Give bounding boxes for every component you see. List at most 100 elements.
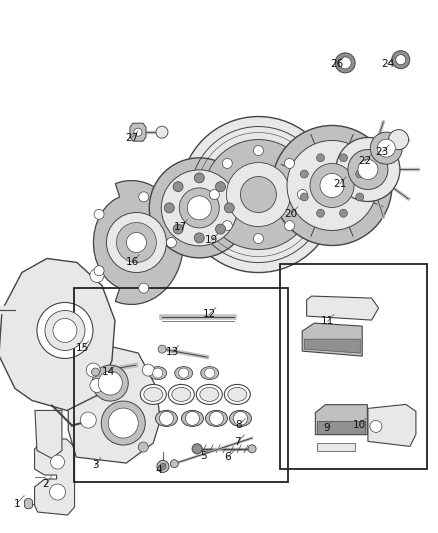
Circle shape [180,117,336,272]
Polygon shape [25,499,32,508]
Circle shape [139,283,149,293]
Circle shape [80,412,96,428]
Ellipse shape [205,410,227,426]
Text: 2: 2 [42,479,49,489]
Circle shape [156,126,168,138]
Text: 26: 26 [331,59,344,69]
Text: 5: 5 [200,451,207,461]
Circle shape [194,173,204,183]
Text: 17: 17 [174,222,187,231]
Circle shape [358,159,378,180]
Polygon shape [318,421,365,434]
Ellipse shape [224,384,250,405]
Circle shape [160,463,166,470]
Ellipse shape [148,367,167,379]
Circle shape [285,221,294,231]
Text: 8: 8 [235,421,242,430]
Text: 22: 22 [358,157,371,166]
Text: 1: 1 [13,499,20,508]
Ellipse shape [155,410,177,426]
Text: 14: 14 [102,367,115,377]
Circle shape [142,364,154,376]
Text: 13: 13 [166,348,179,357]
Text: 6: 6 [224,453,231,462]
Text: 12: 12 [203,310,216,319]
Ellipse shape [175,367,193,379]
Circle shape [158,345,166,353]
Circle shape [226,163,290,227]
Polygon shape [368,405,416,447]
Circle shape [106,213,166,272]
Circle shape [117,222,156,263]
Polygon shape [304,339,360,353]
Ellipse shape [201,367,219,379]
Circle shape [179,188,219,228]
Circle shape [215,224,226,234]
Text: 27: 27 [125,133,138,143]
Text: 21: 21 [333,179,346,189]
Text: 16: 16 [126,257,139,266]
Circle shape [335,53,355,73]
Text: 19: 19 [205,236,218,245]
Circle shape [108,408,138,438]
Circle shape [194,233,204,243]
Circle shape [224,203,234,213]
Circle shape [139,192,149,202]
Ellipse shape [140,384,166,405]
Circle shape [215,182,226,192]
Circle shape [101,401,145,445]
Ellipse shape [230,410,251,426]
Circle shape [287,141,377,230]
Circle shape [285,158,294,168]
Polygon shape [35,410,62,458]
Circle shape [310,164,354,207]
Ellipse shape [200,387,219,401]
Circle shape [254,146,263,156]
Circle shape [157,461,169,472]
Text: 7: 7 [234,437,241,447]
Ellipse shape [196,384,223,405]
Circle shape [272,125,392,246]
Ellipse shape [228,387,247,401]
Circle shape [45,310,85,351]
Circle shape [94,266,104,276]
Circle shape [233,411,247,425]
Circle shape [339,57,351,69]
Polygon shape [93,181,183,304]
Circle shape [49,484,66,500]
Circle shape [348,149,388,190]
Circle shape [170,459,178,468]
Polygon shape [68,347,160,463]
Circle shape [159,411,173,425]
Circle shape [86,363,100,377]
Polygon shape [302,323,362,356]
Circle shape [356,170,364,178]
Circle shape [92,368,99,376]
Polygon shape [0,259,115,410]
Circle shape [336,138,400,201]
Circle shape [254,233,263,244]
Circle shape [240,176,276,213]
Text: 20: 20 [285,209,298,219]
Bar [280,264,427,469]
Circle shape [223,221,232,231]
Text: 15: 15 [76,343,89,353]
Circle shape [53,318,77,343]
Bar [318,443,355,451]
Circle shape [297,190,307,199]
Circle shape [339,154,347,162]
Circle shape [320,173,344,198]
Circle shape [185,411,199,425]
Ellipse shape [168,384,194,405]
Circle shape [90,269,104,282]
Ellipse shape [172,387,191,401]
Bar [74,288,288,482]
Text: 4: 4 [155,465,162,475]
Circle shape [223,158,232,168]
Circle shape [94,209,104,219]
Circle shape [179,368,189,378]
Circle shape [98,371,122,395]
Circle shape [92,365,128,401]
Circle shape [203,140,314,249]
Circle shape [396,55,406,64]
